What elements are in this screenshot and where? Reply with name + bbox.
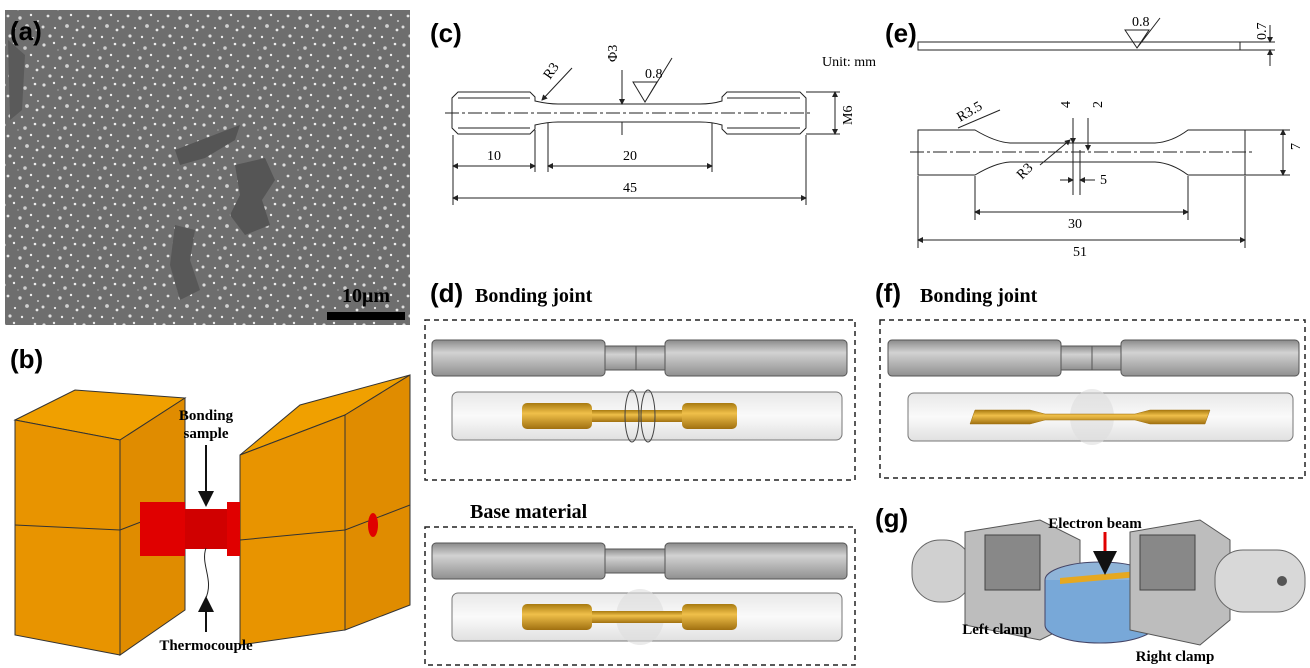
cylinder <box>665 543 847 579</box>
shaft <box>912 540 972 602</box>
label: R3 <box>541 60 563 82</box>
hole <box>368 513 378 537</box>
label: (g) <box>875 503 908 533</box>
label: Bonding joint <box>920 285 1038 307</box>
cylinder <box>888 340 1061 376</box>
panel-a: 10μm (a) <box>5 10 410 325</box>
shaft <box>1215 550 1305 612</box>
label: Φ3 <box>606 45 621 62</box>
label: (a) <box>10 16 42 46</box>
plate-side <box>918 42 1240 50</box>
block-front <box>15 420 120 655</box>
label: Bonding <box>179 408 234 424</box>
thermocouple-wire <box>205 548 209 600</box>
label: 30 <box>1068 217 1082 232</box>
cylinder-neck <box>605 549 665 573</box>
label: 5 <box>1100 173 1107 188</box>
sample <box>140 502 185 556</box>
panel-c: (c) Unit: mm 10 20 45 R3 Φ3 0.8 M6 <box>430 18 876 205</box>
figure: 10μm (a) (b) Bonding sample Thermocouple… <box>0 0 1310 668</box>
label: Unit: mm <box>822 55 876 70</box>
sem-image <box>5 10 410 325</box>
label: 10μm <box>342 285 390 307</box>
label: 45 <box>623 181 637 196</box>
label: (e) <box>885 18 917 48</box>
block-front <box>240 415 345 645</box>
cylinder-neck <box>605 346 665 370</box>
sample-neck <box>185 509 227 549</box>
block-side <box>345 375 410 630</box>
label: 0.7 <box>1255 23 1270 41</box>
cylinder <box>665 340 847 376</box>
label: M6 <box>841 106 856 125</box>
label: (f) <box>875 278 901 308</box>
cylinder <box>1121 340 1299 376</box>
label: 4 <box>1059 101 1074 108</box>
label: 2 <box>1091 101 1106 108</box>
clamp-block <box>1140 535 1195 590</box>
label: Left clamp <box>962 622 1032 638</box>
label: 0.8 <box>645 67 663 82</box>
cylinder <box>432 543 605 579</box>
panel-f: (f) Bonding joint <box>875 278 1305 478</box>
thread <box>682 403 737 429</box>
label: 20 <box>623 149 637 164</box>
label: 51 <box>1073 245 1087 260</box>
thread <box>522 403 592 429</box>
label: 0.8 <box>1132 15 1150 30</box>
cylinder <box>432 340 605 376</box>
label: R3 <box>1014 161 1036 183</box>
label: (d) <box>430 278 463 308</box>
gauge <box>592 410 682 422</box>
label: Right clamp <box>1136 649 1215 665</box>
hole <box>1277 576 1287 586</box>
label: Thermocouple <box>159 638 253 654</box>
panel-g: (g) Electron beam Left clamp Right clamp <box>875 503 1305 665</box>
panel-b: (b) Bonding sample Thermocouple <box>10 344 410 655</box>
clamp-block <box>985 535 1040 590</box>
label: sample <box>184 426 229 442</box>
label: (b) <box>10 344 43 374</box>
label: (c) <box>430 18 462 48</box>
label: 10 <box>487 149 501 164</box>
cylinder-neck <box>1061 346 1121 370</box>
panel-e: (e) 30 51 0.8 0.7 R3.5 4 2 R3 5 7 <box>885 15 1304 260</box>
label: 7 <box>1289 143 1304 150</box>
panel-d: (d) Bonding joint Base material <box>425 278 855 665</box>
label: Electron beam <box>1048 516 1142 532</box>
thread <box>522 604 592 630</box>
scale-bar <box>327 312 405 320</box>
sample <box>227 502 240 556</box>
label: Bonding joint <box>475 285 593 307</box>
gauge <box>592 611 682 623</box>
label: R3.5 <box>955 99 986 125</box>
thread <box>682 604 737 630</box>
label: Base material <box>470 501 588 523</box>
